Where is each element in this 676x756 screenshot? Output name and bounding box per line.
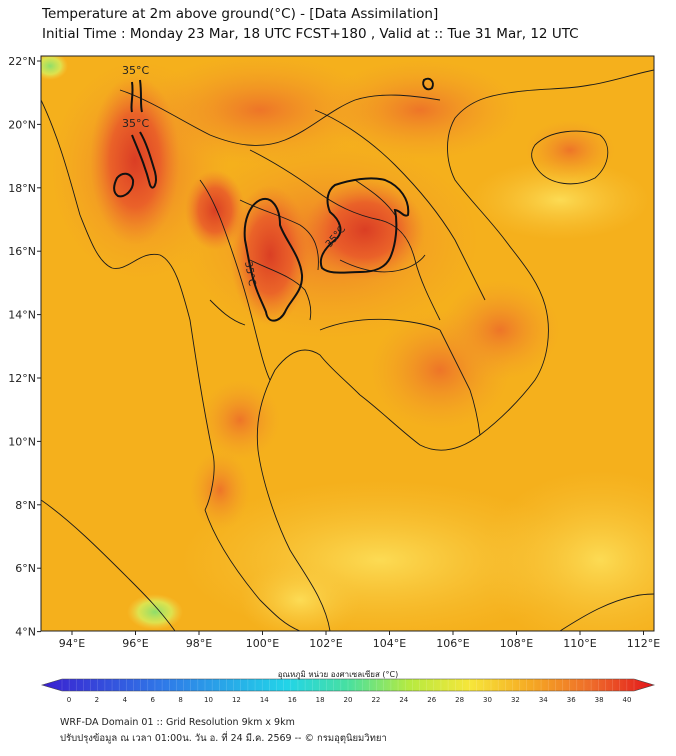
colorbar-tick-label: 30 xyxy=(483,696,492,704)
lon-label: 112°E xyxy=(627,637,660,650)
colorbar-tick-label: 18 xyxy=(316,696,325,704)
colorbar-title: อุณหภูมิ หน่วย องศาเซลเซียส (°C) xyxy=(277,670,399,679)
lon-label: 106°E xyxy=(436,637,469,650)
contour-label-3: 35°C xyxy=(242,261,257,287)
colorbar-tick-label: 36 xyxy=(567,696,576,704)
lon-label: 108°E xyxy=(500,637,533,650)
colorbar-tick-label: 24 xyxy=(399,696,408,704)
colorbar-tick-label: 32 xyxy=(511,696,520,704)
lon-label: 94°E xyxy=(59,637,85,650)
contour-myanmar-small xyxy=(113,172,135,198)
map-frame xyxy=(40,55,655,632)
colorbar-tick-label: 16 xyxy=(288,696,297,704)
longitude-axis: 94°E 96°E 98°E 100°E 102°E 104°E 106°E 108°E 110… xyxy=(59,631,660,650)
colorbar-tick-label: 38 xyxy=(595,696,604,704)
colorbar-tick-label: 20 xyxy=(344,696,353,704)
lat-label: 14°N xyxy=(8,309,36,322)
temperature-field xyxy=(41,56,654,631)
colorbar-tick-label: 12 xyxy=(232,696,241,704)
colorbar-tick-label: 0 xyxy=(67,696,71,704)
lon-label: 104°E xyxy=(373,637,406,650)
latitude-axis: 22°N 20°N 18°N 16°N 14°N 12°N 10°N 8°N 6°N 4°N xyxy=(8,55,41,639)
contour-label-1: 35°C xyxy=(122,64,149,77)
lat-label: 18°N xyxy=(8,182,36,195)
footer-update-note: ปรับปรุงข้อมูล ณ เวลา 01:00น. วัน อ. ที่… xyxy=(60,733,387,744)
footer-resolution: WRF-DA Domain 01 :: Grid Resolution 9km … xyxy=(60,717,295,728)
colorbar-ticks: 0 2 4 6 8 10 12 14 16 18 20 22 24 26 28 30 32 34 36 38 40 xyxy=(61,679,635,704)
lat-label: 16°N xyxy=(8,245,36,258)
colorbar-bar xyxy=(40,678,656,692)
contour-vietnam-north xyxy=(422,77,434,91)
colorbar-tick-label: 10 xyxy=(204,696,213,704)
contour-central-thailand xyxy=(243,197,304,322)
contour-northeast-thailand xyxy=(319,177,410,274)
lon-label: 102°E xyxy=(309,637,342,650)
colorbar: 0 2 4 6 8 10 12 14 16 18 20 22 24 26 28 30 32 34 36 38 40 xyxy=(40,678,656,704)
colorbar-tick-label: 26 xyxy=(427,696,436,704)
lat-label: 20°N xyxy=(8,118,36,131)
lat-label: 10°N xyxy=(8,435,36,448)
lon-label: 98°E xyxy=(186,637,212,650)
lon-label: 96°E xyxy=(122,637,148,650)
colorbar-tick-label: 28 xyxy=(455,696,464,704)
colorbar-tick-label: 22 xyxy=(371,696,380,704)
lat-label: 8°N xyxy=(15,499,36,512)
colorbar-tick-label: 34 xyxy=(539,696,548,704)
lat-label: 4°N xyxy=(15,626,36,639)
contour-myanmar-mid xyxy=(131,131,157,189)
lon-label: 110°E xyxy=(563,637,596,650)
lat-label: 6°N xyxy=(15,562,36,575)
map-subtitle: Initial Time : Monday 23 Mar, 18 UTC FCS… xyxy=(42,26,579,42)
contour-myanmar-north xyxy=(130,79,143,113)
colorbar-tick-label: 2 xyxy=(95,696,99,704)
colorbar-tick-label: 6 xyxy=(150,696,155,704)
colorbar-tick-label: 14 xyxy=(260,696,269,704)
colorbar-tick-label: 40 xyxy=(623,696,632,704)
country-borders xyxy=(41,69,654,631)
lon-label: 100°E xyxy=(246,637,279,650)
lat-label: 12°N xyxy=(8,372,36,385)
isotherm-contours xyxy=(113,77,434,322)
lat-label: 22°N xyxy=(8,55,36,68)
map-title: Temperature at 2m above ground(°C) - [Da… xyxy=(42,6,439,22)
colorbar-tick-label: 4 xyxy=(123,696,128,704)
contour-label-2: 35°C xyxy=(122,117,149,130)
colorbar-tick-label: 8 xyxy=(178,696,182,704)
